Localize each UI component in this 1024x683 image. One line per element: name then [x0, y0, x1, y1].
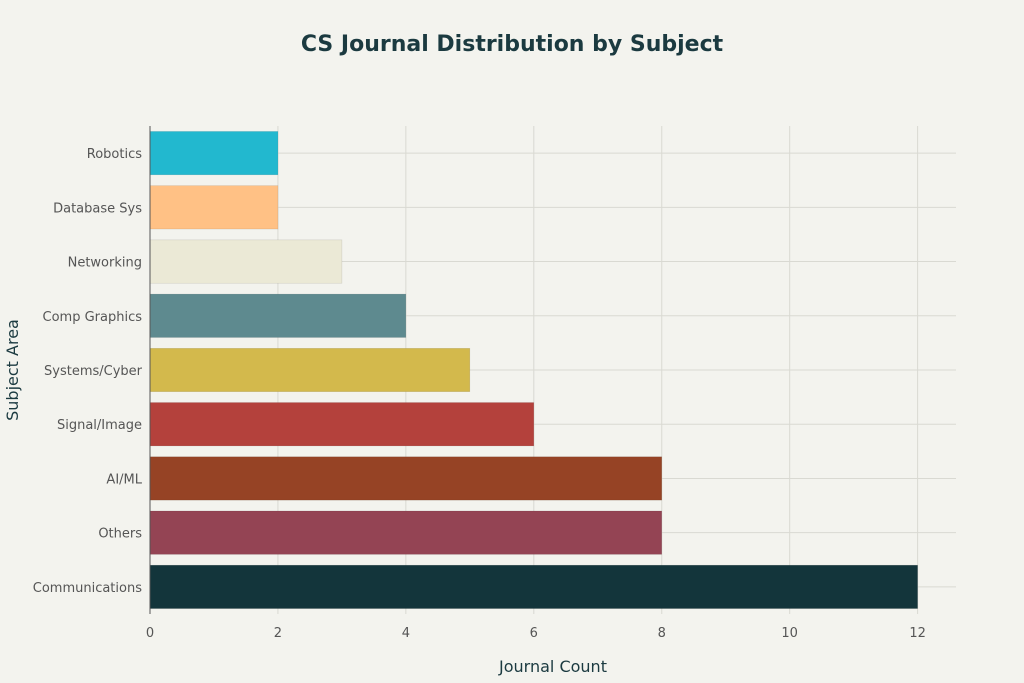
x-tick-label: 12 [909, 626, 926, 641]
bar-communications [149, 564, 918, 609]
bar-comp-graphics [149, 293, 407, 338]
bar-signal-image [149, 402, 535, 447]
y-tick-label: Others [98, 527, 142, 542]
bar-ai-ml [149, 456, 663, 501]
chart-title: CS Journal Distribution by Subject [301, 32, 724, 57]
bars [149, 131, 918, 609]
y-tick-labels: Robotics Database Sys Networking Comp Graph… [33, 147, 143, 596]
bar-database-sys [149, 185, 279, 230]
x-tick-label: 0 [146, 626, 154, 641]
x-tick-label: 6 [530, 626, 538, 641]
bar-systems-cyber [149, 348, 471, 392]
y-tick-label: Communications [33, 581, 142, 596]
bar-robotics [149, 131, 279, 176]
y-tick-label: AI/ML [106, 472, 142, 487]
x-tick-label: 10 [781, 626, 798, 641]
y-tick-label: Comp Graphics [43, 310, 143, 325]
x-tick-labels: 0 2 4 6 8 10 12 [146, 626, 926, 641]
y-tick-label: Networking [68, 256, 142, 271]
x-tick-label: 8 [658, 626, 666, 641]
y-tick-label: Systems/Cyber [44, 364, 143, 379]
y-tick-label: Signal/Image [57, 418, 142, 433]
y-tick-label: Database Sys [53, 201, 142, 216]
x-tick-label: 2 [274, 626, 282, 641]
bar-others [149, 510, 663, 555]
y-axis-title: Subject Area [3, 319, 22, 421]
y-tick-label: Robotics [87, 147, 142, 162]
x-tick-label: 4 [402, 626, 410, 641]
bar-networking [149, 239, 343, 284]
x-axis-title: Journal Count [498, 657, 607, 676]
